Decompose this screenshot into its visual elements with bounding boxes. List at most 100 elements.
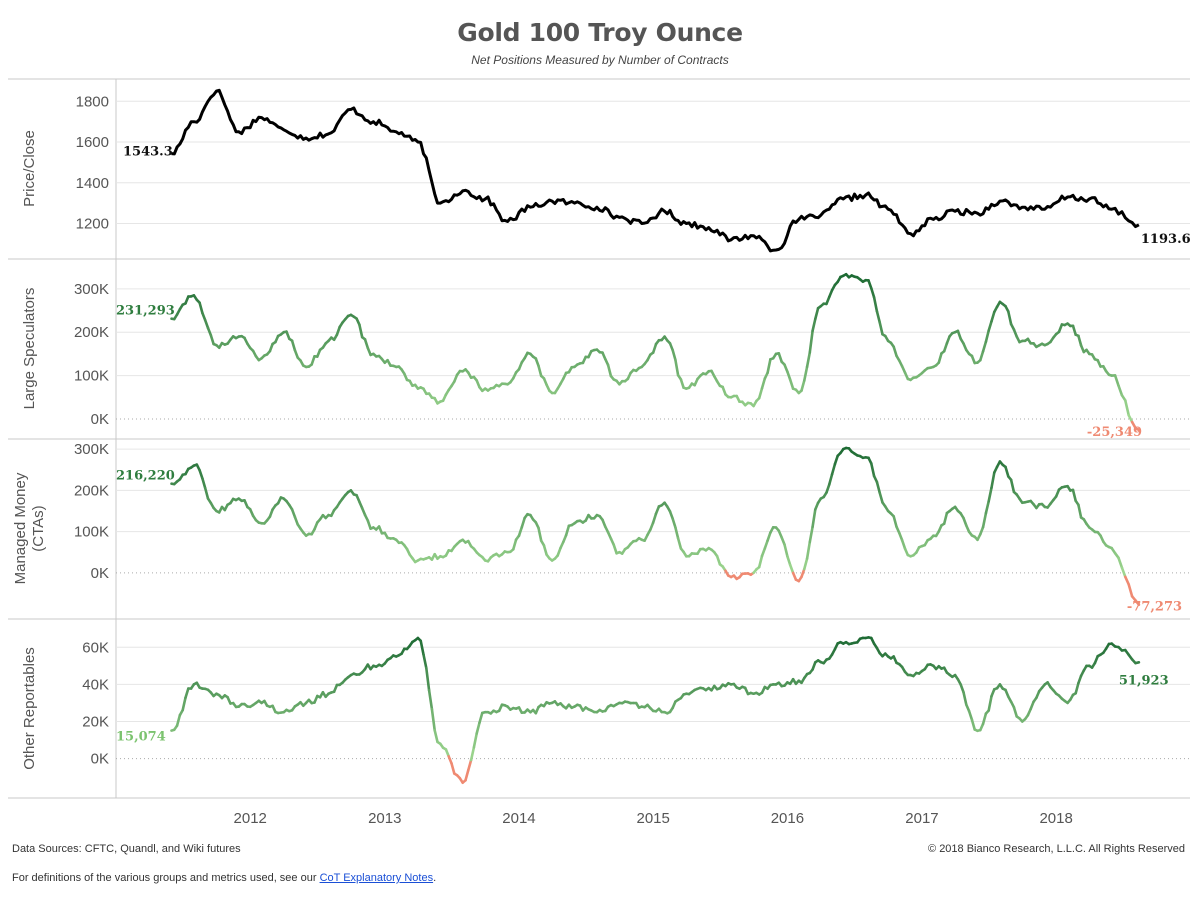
- panel-2-y-label: (CTAs): [30, 505, 47, 551]
- panel-2-segment: [542, 543, 548, 556]
- panel-2-segment: [203, 486, 210, 500]
- panel-2-segment: [763, 539, 769, 550]
- definitions-note: For definitions of the various groups an…: [12, 872, 436, 884]
- labels-layer: 2012 2013 2014 2015 2016 2017 2018 Price/Close 1…: [12, 93, 1191, 827]
- panel-0-y-tick-label: 1200: [76, 215, 109, 232]
- panel-2-segment: [1004, 465, 1010, 478]
- cot-notes-link[interactable]: CoT Explanatory Notes: [319, 872, 434, 884]
- panel-2-segment: [760, 547, 767, 558]
- panel-1-segment: [788, 378, 795, 391]
- panel-3-segment: [478, 711, 484, 725]
- panel-2-segment: [564, 524, 571, 537]
- panel-2-segment: [808, 525, 814, 544]
- panel-1-segment: [293, 348, 300, 359]
- panel-2-segment: [897, 531, 904, 542]
- panel-0-series: [171, 88, 1140, 253]
- panel-1-segment: [310, 354, 316, 366]
- panel-3-segment: [469, 746, 476, 762]
- panel-3-segment: [422, 653, 428, 670]
- panel-2-segment: [766, 531, 772, 542]
- panel-2-segment: [805, 540, 812, 560]
- panel-1-segment: [786, 370, 792, 382]
- panel-0-y-tick-label: 1400: [76, 175, 109, 192]
- panel-3-y-tick-label: 60K: [82, 639, 109, 656]
- panel-1-segment: [651, 342, 658, 354]
- panel-1-segment: [956, 329, 963, 341]
- panel-2-segment: [290, 508, 297, 519]
- panel-3-start-label: 15,074: [116, 730, 166, 745]
- panel-3-segment: [1012, 705, 1019, 718]
- panel-1-segment: [757, 386, 764, 400]
- panel-1-series: [170, 272, 1141, 432]
- panel-1-segment: [537, 364, 543, 378]
- panel-1-segment: [1113, 374, 1120, 387]
- panel-1-segment: [1071, 324, 1077, 337]
- panel-2-series: [170, 446, 1141, 607]
- panel-2-segment: [869, 462, 876, 478]
- panel-2-segment: [676, 536, 683, 550]
- panel-1-y-tick-label: 200K: [74, 324, 109, 341]
- panel-2-segment: [757, 554, 764, 569]
- panel-1-segment: [674, 358, 680, 377]
- panel-1-y-tick-label: 100K: [74, 368, 109, 385]
- panel-2-segment: [1077, 503, 1083, 519]
- panel-1-segment: [335, 325, 342, 337]
- panel-2-segment: [788, 563, 795, 575]
- panel-2-segment: [962, 516, 968, 527]
- panel-2-segment: [978, 525, 985, 536]
- panel-2-segment: [537, 526, 543, 543]
- panel-2-segment: [900, 539, 907, 550]
- panel-3-segment: [967, 709, 974, 722]
- x-tick-label: 2018: [1039, 810, 1072, 827]
- panel-3-segment: [1134, 660, 1141, 665]
- definitions-suffix: .: [433, 872, 437, 884]
- panel-2-y-tick-label: 200K: [74, 482, 109, 499]
- panel-1-segment: [805, 351, 812, 369]
- panel-2-segment: [802, 557, 809, 571]
- panel-2-segment: [1071, 488, 1077, 503]
- panel-1-start-label: 231,293: [116, 304, 175, 319]
- panel-1-segment: [760, 377, 767, 390]
- panel-3-segment: [424, 666, 431, 692]
- panel-2-segment: [800, 567, 806, 579]
- panel-1-segment: [867, 279, 873, 290]
- data-sources-note: Data Sources: CFTC, Quandl, and Wiki fut…: [12, 843, 241, 855]
- panel-1-segment: [978, 349, 985, 362]
- panel-1-segment: [942, 341, 949, 353]
- panel-1-segment: [209, 333, 215, 346]
- panel-3-y-tick-label: 20K: [82, 713, 109, 730]
- panel-2-segment: [1009, 478, 1016, 494]
- panel-2-segment: [520, 516, 527, 529]
- panel-1-segment: [203, 318, 210, 330]
- panel-2-segment: [715, 554, 722, 566]
- panel-3-segment: [472, 732, 479, 749]
- panel-2-segment: [811, 508, 817, 529]
- panel-1-segment: [358, 323, 364, 339]
- panel-2-segment: [198, 468, 204, 480]
- panel-2-segment: [827, 472, 834, 486]
- panel-2-segment: [981, 511, 988, 529]
- grid-layer: [8, 78, 1190, 799]
- panel-2-segment: [293, 515, 300, 526]
- panel-3-segment: [175, 713, 182, 727]
- panel-3-segment: [466, 758, 473, 772]
- panel-3-segment: [450, 761, 456, 775]
- panel-1-segment: [869, 286, 876, 299]
- panel-1-segment: [671, 348, 677, 362]
- panel-2-y-label: Managed Money: [12, 472, 29, 584]
- panel-2-segment: [1117, 556, 1124, 569]
- panel-2-segment: [366, 519, 372, 531]
- panel-1-segment: [1057, 323, 1064, 334]
- x-tick-label: 2014: [502, 810, 535, 827]
- panel-2-segment: [987, 486, 993, 503]
- panel-2-segment: [878, 491, 884, 504]
- panel-2-segment: [825, 483, 831, 494]
- panel-3-segment: [427, 688, 434, 711]
- panel-3-segment: [475, 721, 481, 735]
- panel-2-segment: [892, 514, 898, 529]
- panel-2-segment: [984, 499, 991, 515]
- panel-2-segment: [942, 511, 949, 526]
- panel-3-segment: [1077, 674, 1083, 685]
- panel-1-end-label: -25,349: [1087, 425, 1142, 440]
- panel-2-segment: [990, 471, 996, 490]
